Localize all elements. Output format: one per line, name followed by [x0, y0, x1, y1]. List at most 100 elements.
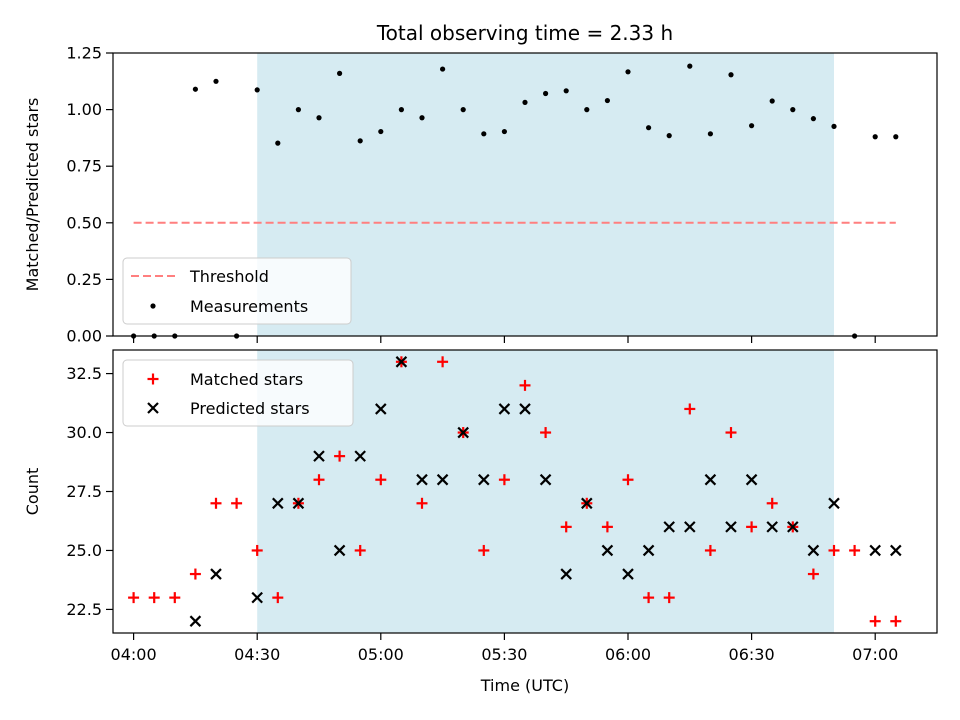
measurement-point — [419, 115, 425, 121]
predicted-star-point — [436, 473, 449, 486]
measurement-point — [192, 86, 198, 92]
measurement-point — [604, 97, 611, 104]
predicted-star-point — [478, 473, 490, 486]
measurement-point — [460, 107, 466, 113]
ratio-y-tick-label: 0.75 — [66, 157, 102, 176]
predicted-star-point — [704, 473, 717, 486]
matched-star-point — [231, 497, 243, 509]
predicted-star-point — [539, 473, 552, 486]
matched-star-point — [643, 592, 655, 604]
predicted-star-point — [375, 403, 387, 415]
matched-star-point — [663, 592, 675, 604]
predicted-star-point — [498, 403, 511, 415]
measurement-point — [213, 78, 219, 84]
measurement-point — [893, 134, 899, 140]
legend-plus-mark — [147, 373, 159, 385]
x-tick-label: 07:00 — [852, 645, 898, 664]
matched-star-point — [313, 474, 325, 486]
measurement-point — [687, 63, 693, 69]
predicted-star-point — [210, 568, 222, 580]
predicted-star-point — [251, 591, 263, 604]
measurement-point — [543, 90, 549, 97]
measurement-point — [295, 107, 301, 113]
predicted-star-point — [581, 497, 593, 510]
count-y-tick-label: 30.0 — [66, 423, 102, 442]
matched-star-point — [478, 544, 490, 556]
x-tick-label: 05:30 — [481, 645, 527, 664]
ratio-y-axis-label: Matched/Predicted stars — [23, 98, 42, 292]
ratio-y-tick-label: 0.50 — [66, 213, 102, 232]
measurement-point — [316, 115, 322, 121]
predicted-star-point — [622, 568, 634, 580]
predicted-star-point — [725, 521, 737, 533]
predicted-star-point — [807, 544, 820, 557]
predicted-star-point — [890, 544, 902, 557]
matched-star-point — [869, 615, 881, 627]
matched-star-point — [416, 497, 428, 509]
matched-star-point — [890, 615, 902, 627]
count-y-axis-label: Count — [23, 468, 42, 516]
matched-star-point — [725, 427, 737, 439]
predicted-star-point — [395, 356, 408, 368]
matched-star-point — [540, 427, 552, 439]
ratio-y-tick-label: 1.00 — [66, 100, 102, 119]
matched-star-point — [251, 544, 263, 556]
legend-matched-label: Matched stars — [190, 370, 303, 389]
legend-predicted-swatch — [147, 402, 159, 414]
measurement-point — [563, 88, 569, 94]
legend-measurements-label: Measurements — [190, 297, 308, 316]
measurement-point — [872, 134, 878, 140]
legend-measurements-swatch — [150, 303, 156, 309]
measurement-point — [831, 123, 837, 129]
predicted-star-point — [787, 521, 799, 533]
matched-star-point — [437, 356, 449, 368]
predicted-star-point — [313, 450, 325, 462]
predicted-star-point — [766, 521, 778, 533]
predicted-star-point — [869, 544, 881, 557]
matched-star-point — [704, 544, 716, 556]
predicted-star-point — [272, 497, 284, 510]
predicted-star-point — [745, 473, 758, 486]
matched-star-point — [746, 521, 758, 533]
predicted-star-point — [416, 473, 428, 486]
measurement-point — [254, 87, 260, 93]
predicted-star-point — [663, 521, 675, 533]
matched-star-point — [334, 450, 346, 462]
measurement-point — [625, 69, 631, 75]
measurement-point — [790, 107, 796, 113]
matched-star-point — [354, 544, 366, 556]
measurement-point — [707, 131, 714, 137]
legend-matched-swatch — [147, 373, 159, 385]
measurement-point — [275, 140, 281, 146]
matched-star-point — [828, 544, 840, 556]
matched-star-point — [148, 592, 160, 604]
ratio-legend: Threshold Measurements — [122, 257, 352, 325]
ratio-y-tick-label: 0.25 — [66, 270, 102, 289]
legend-threshold-label: Threshold — [189, 267, 269, 286]
matched-star-point — [498, 474, 510, 486]
count-y-tick-label: 22.5 — [66, 600, 102, 619]
chart-title: Total observing time = 2.33 h — [376, 21, 673, 45]
measurement-point — [481, 131, 487, 137]
matched-star-point — [128, 592, 140, 604]
measurement-point — [728, 72, 734, 78]
x-tick-label: 04:00 — [111, 645, 157, 664]
ratio-panel-frame — [112, 52, 938, 337]
measurement-point — [378, 128, 384, 135]
measurement-point — [501, 128, 507, 135]
matched-star-point — [210, 497, 222, 509]
predicted-star-point — [684, 521, 696, 533]
ratio-y-tick-label: 0.00 — [66, 327, 102, 346]
predicted-star-point — [519, 403, 531, 415]
ratio-legend-box — [122, 257, 352, 325]
measurement-point — [749, 123, 755, 129]
matched-star-point — [560, 521, 572, 533]
predicted-star-point — [189, 615, 202, 627]
measurement-point — [440, 66, 446, 72]
measurement-point — [522, 99, 528, 105]
measurement-point — [769, 98, 775, 104]
count-y-tick-label: 27.5 — [66, 482, 102, 501]
count-legend-box — [122, 359, 354, 427]
measurement-point — [584, 107, 590, 113]
